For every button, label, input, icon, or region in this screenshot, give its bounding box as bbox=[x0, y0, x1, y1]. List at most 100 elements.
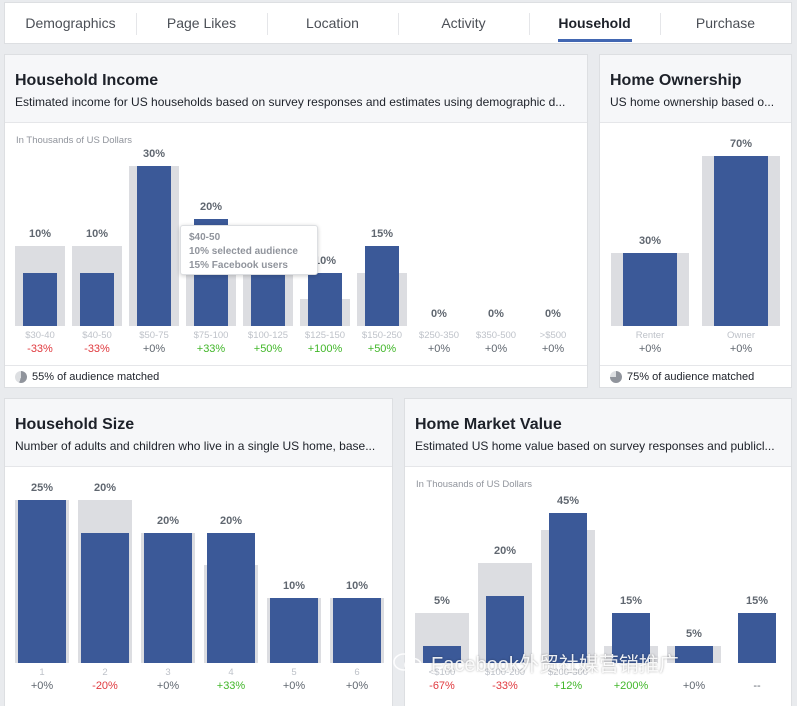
change-label: -33% bbox=[84, 343, 110, 355]
category-label: $50-75 bbox=[139, 330, 169, 341]
change-label: -67% bbox=[429, 680, 455, 692]
bar-group[interactable]: 30% Renter +0% bbox=[611, 145, 689, 355]
card-description: Estimated income for US households based… bbox=[15, 95, 566, 109]
category-label: $75-100 bbox=[193, 330, 229, 341]
bar-group[interactable]: 45% $200-300 +12% bbox=[541, 491, 595, 692]
bar-group[interactable]: 10% $125-150 +100% bbox=[300, 145, 350, 355]
change-label: +200% bbox=[613, 680, 649, 692]
selected-audience-bar bbox=[80, 272, 114, 326]
selected-audience-bar bbox=[714, 156, 768, 326]
bar-value-label: 20% bbox=[199, 201, 223, 214]
change-label: +0% bbox=[484, 343, 508, 355]
category-label: $350-500 bbox=[475, 330, 517, 341]
bar-value-label: 0% bbox=[431, 308, 447, 320]
bar-value-label: 15% bbox=[370, 228, 394, 240]
bar-group[interactable]: 0% $350-500 +0% bbox=[471, 145, 521, 355]
selected-audience-bar bbox=[738, 613, 776, 663]
audience-matched-footer: 75% of audience matched bbox=[600, 365, 791, 387]
bar-group[interactable]: 15% $150-250 +50% bbox=[357, 145, 407, 355]
category-label: Renter bbox=[635, 330, 665, 341]
change-label: +12% bbox=[553, 680, 583, 692]
category-label: 2 bbox=[102, 667, 108, 678]
bar-group[interactable]: 10% 6 +0% bbox=[330, 479, 384, 692]
active-tab-underline bbox=[557, 39, 632, 42]
ownership-bar-chart: 30% Renter +0% 70% Owner +0% bbox=[600, 138, 791, 355]
card-header: Household Income Estimated income for US… bbox=[5, 55, 587, 123]
bar-group[interactable]: 10% $30-40 -33% bbox=[15, 145, 65, 355]
tab-household[interactable]: Household bbox=[529, 3, 660, 43]
change-label: -33% bbox=[27, 343, 53, 355]
wechat-icon bbox=[393, 652, 422, 672]
change-label: +0% bbox=[30, 680, 54, 692]
change-label: +0% bbox=[541, 343, 565, 355]
selected-audience-bar bbox=[333, 597, 381, 663]
bar-group[interactable]: 20% 2 -20% bbox=[78, 479, 132, 692]
market-bar-chart: 5% <$100 -67% 20% $100-200 -33% 45% $200-300 +12… bbox=[405, 491, 791, 692]
bar-value-label: 30% bbox=[638, 235, 662, 248]
tab-purchase[interactable]: Purchase bbox=[660, 3, 791, 43]
bar-value-label: 10% bbox=[313, 254, 337, 267]
tab-label: Page Likes bbox=[166, 15, 237, 31]
bar-tooltip: $40-50 10% selected audience 15% Faceboo… bbox=[180, 225, 318, 275]
selected-audience-bar bbox=[137, 166, 171, 326]
units-label: In Thousands of US Dollars bbox=[16, 135, 132, 146]
bar-group[interactable]: 20% 3 +0% bbox=[141, 479, 195, 692]
home-ownership-card: Home Ownership US home ownership based o… bbox=[599, 54, 792, 388]
selected-audience-bar bbox=[207, 532, 255, 663]
bar-group[interactable]: 5% +0% bbox=[667, 491, 721, 692]
pie-chart-icon bbox=[610, 370, 622, 383]
bar-group[interactable]: $100-125 +50% bbox=[243, 145, 293, 355]
bar-value-label: 10% bbox=[282, 579, 306, 592]
card-description: Estimated US home value based on survey … bbox=[415, 439, 775, 453]
change-label: +50% bbox=[253, 343, 283, 355]
tab-label: Location bbox=[306, 15, 359, 31]
card-title: Home Ownership bbox=[610, 72, 742, 89]
selected-audience-bar bbox=[251, 272, 285, 326]
audience-matched-text: 55% of audience matched bbox=[32, 370, 160, 383]
category-label: $100-125 bbox=[247, 330, 289, 341]
selected-audience-bar bbox=[23, 272, 57, 326]
tab-location[interactable]: Location bbox=[267, 3, 398, 43]
bar-group[interactable]: 0% >$500 +0% bbox=[528, 145, 578, 355]
bar-value-label: 30% bbox=[142, 148, 166, 160]
bar-group[interactable]: 70% Owner +0% bbox=[702, 138, 780, 355]
tooltip-selected-audience: 10% selected audience bbox=[189, 246, 298, 257]
bar-value-label: 10% bbox=[28, 228, 52, 240]
tab-activity[interactable]: Activity bbox=[398, 3, 529, 43]
bar-value-label: 25% bbox=[30, 482, 54, 494]
tooltip-range: $40-50 bbox=[189, 232, 221, 243]
home-market-value-card: Home Market Value Estimated US home valu… bbox=[404, 398, 792, 706]
selected-audience-bar bbox=[612, 613, 650, 663]
change-label: +0% bbox=[682, 680, 706, 692]
card-header: Household Size Number of adults and chil… bbox=[5, 399, 392, 467]
household-income-card: Household Income Estimated income for US… bbox=[4, 54, 588, 388]
selected-audience-bar bbox=[144, 532, 192, 663]
bar-group[interactable]: 25% 1 +0% bbox=[15, 479, 69, 692]
selected-audience-bar bbox=[675, 646, 713, 663]
tooltip-facebook-users: 15% Facebook users bbox=[189, 260, 288, 271]
tab-demographics[interactable]: Demographics bbox=[5, 3, 136, 43]
category-label: $200-300 bbox=[547, 667, 589, 678]
bar-value-label: 20% bbox=[219, 514, 243, 527]
category-label: 1 bbox=[39, 667, 45, 678]
selected-audience-bar bbox=[18, 500, 66, 663]
bar-group[interactable]: 15% +200% bbox=[604, 491, 658, 692]
bar-group[interactable]: 30% $50-75 +0% bbox=[129, 145, 179, 355]
category-label: Owner bbox=[727, 330, 755, 341]
category-label: 5 bbox=[291, 667, 297, 678]
bar-group[interactable]: 0% $250-350 +0% bbox=[414, 145, 464, 355]
bar-group[interactable]: 10% $40-50 -33% bbox=[72, 145, 122, 355]
bar-group[interactable]: 20% $100-200 -33% bbox=[478, 491, 532, 692]
selected-audience-bar bbox=[365, 246, 399, 326]
tab-bar: Demographics Page Likes Location Activit… bbox=[4, 2, 792, 44]
bar-group[interactable]: 20% 4 +33% bbox=[204, 479, 258, 692]
bar-value-label: 20% bbox=[93, 482, 117, 494]
bar-group[interactable]: 10% 5 +0% bbox=[267, 479, 321, 692]
tab-page-likes[interactable]: Page Likes bbox=[136, 3, 267, 43]
change-label: +0% bbox=[142, 343, 166, 355]
audience-matched-text: 75% of audience matched bbox=[627, 370, 755, 383]
category-label: 6 bbox=[354, 667, 360, 678]
bar-group[interactable]: 15% -- bbox=[730, 491, 784, 692]
bar-group[interactable]: 5% <$100 -67% bbox=[415, 491, 469, 692]
change-label: +50% bbox=[367, 343, 397, 355]
